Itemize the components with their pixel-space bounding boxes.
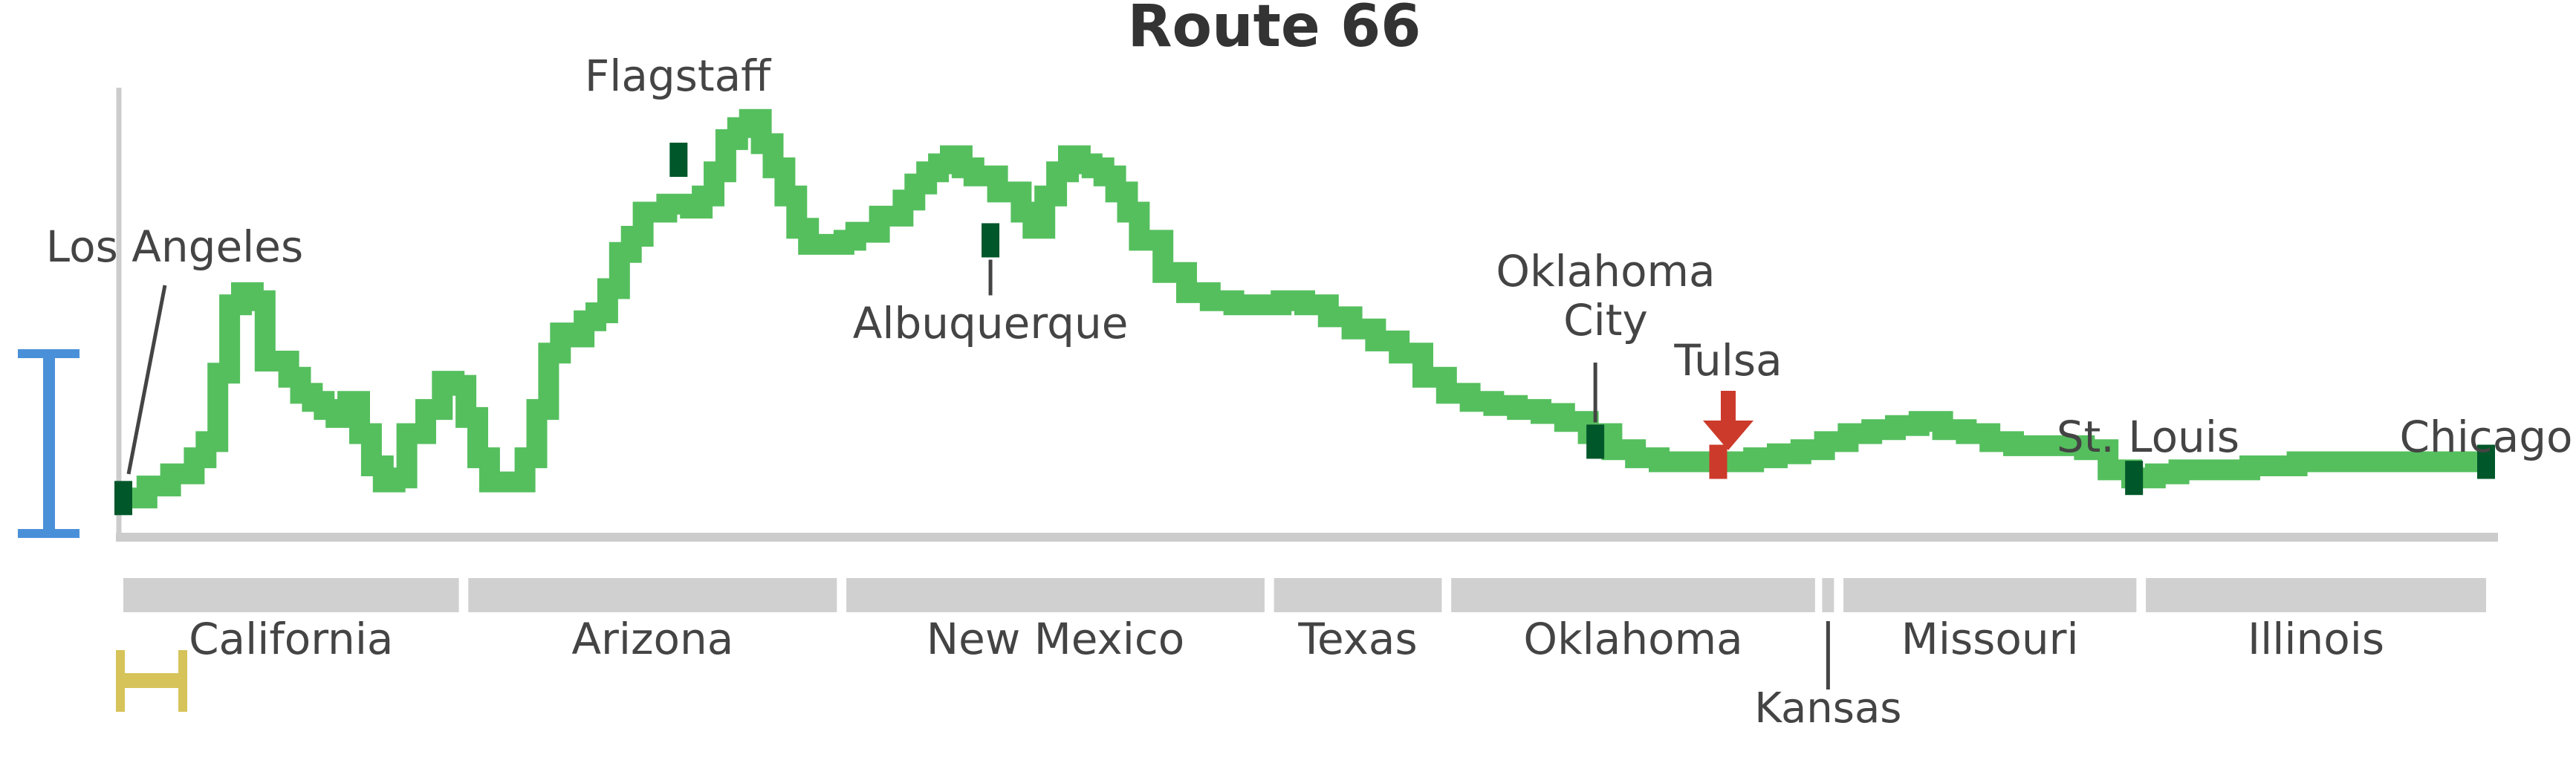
- state-label-texas: Texas: [1297, 614, 1417, 664]
- city-label-albuquerque: Albuquerque: [853, 298, 1129, 348]
- tulsa-highlight-arrow: [1703, 391, 1753, 450]
- elevation-scale-icon: [18, 349, 80, 538]
- city-label-flagstaff: Flagstaff: [585, 51, 772, 101]
- state-bar-california: [123, 578, 459, 612]
- city-marker-flagstaff: [669, 143, 687, 177]
- city-marker-oklahoma-city: [1586, 424, 1604, 458]
- state-bar-missouri: [1843, 578, 2136, 612]
- city-label-los-angeles: Los Angeles: [46, 221, 303, 272]
- state-label-new-mexico: New Mexico: [927, 614, 1184, 664]
- city-label-chicago: Chicago: [2399, 412, 2572, 462]
- city-leader-los-angeles: [129, 285, 165, 474]
- state-label-illinois: Illinois: [2248, 614, 2384, 664]
- city-marker-st-louis: [2125, 461, 2143, 495]
- city-marker-albuquerque: [982, 223, 999, 257]
- state-label-arizona: Arizona: [571, 614, 733, 664]
- state-bar-texas: [1274, 578, 1442, 612]
- state-bar-oklahoma: [1451, 578, 1815, 612]
- states-layer: California Arizona New Mexico Texas Oklahoma…: [123, 578, 2486, 733]
- state-label-kansas: Kansas: [1754, 684, 1901, 733]
- state-bar-kansas: [1822, 578, 1834, 612]
- state-bar-arizona: [468, 578, 837, 612]
- distance-scale-icon: [116, 650, 187, 712]
- city-marker-los-angeles: [114, 481, 132, 515]
- city-label-oklahoma-city-line2: City: [1563, 295, 1648, 345]
- cities-layer: Los AngelesFlagstaffAlbuquerqueOklahomaC…: [46, 51, 2573, 515]
- chart-title: Route 66: [1127, 0, 1421, 60]
- state-bar-illinois: [2146, 578, 2486, 612]
- city-label-tulsa: Tulsa: [1673, 335, 1782, 386]
- city-label-oklahoma-city: Oklahoma: [1496, 246, 1715, 296]
- city-marker-tulsa: [1710, 445, 1727, 479]
- state-label-oklahoma: Oklahoma: [1523, 614, 1742, 664]
- state-bar-new-mexico: [846, 578, 1265, 612]
- city-label-st-louis: St. Louis: [2057, 412, 2239, 462]
- state-label-california: California: [189, 614, 393, 664]
- state-label-missouri: Missouri: [1901, 614, 2079, 664]
